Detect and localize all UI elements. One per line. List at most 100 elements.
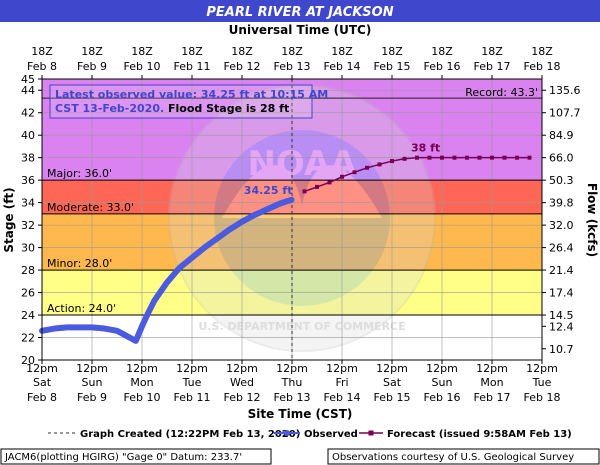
forecast-point <box>302 189 307 194</box>
top-tick-label: 18Z <box>231 45 253 58</box>
stage-tick-label: 34 <box>21 197 35 210</box>
top-tick-date: Feb 12 <box>224 60 261 73</box>
watermark-noaa-text: NOAA <box>247 144 357 184</box>
forecast-point <box>427 155 432 160</box>
bottom-tick-date: Feb 9 <box>77 391 107 404</box>
watermark-circle-text: U.S. DEPARTMENT OF COMMERCE <box>198 320 405 333</box>
top-axis-title: Universal Time (UTC) <box>229 23 372 37</box>
top-tick-date: Feb 17 <box>474 60 511 73</box>
legend-observed-label: Observed <box>304 429 358 440</box>
stage-tick-label: 38 <box>21 152 35 165</box>
flood-band-label-minor: Minor: 28.0' <box>47 257 112 270</box>
stage-tick-label: 40 <box>21 129 35 142</box>
top-tick-date: Feb 15 <box>374 60 411 73</box>
bottom-tick-date: Feb 10 <box>124 391 161 404</box>
bottom-tick-day: Sun <box>432 376 453 389</box>
bottom-tick-time: 12pm <box>476 362 508 375</box>
flow-tick-label: 17.4 <box>549 287 574 300</box>
flood-band-label-major: Major: 36.0' <box>47 167 112 180</box>
legend-forecast-label: Forecast (issued 9:58AM Feb 13) <box>387 429 572 440</box>
top-tick-date: Feb 16 <box>424 60 461 73</box>
bottom-tick-time: 12pm <box>526 362 558 375</box>
bottom-tick-day: Thu <box>281 376 303 389</box>
stage-tick-label: 44 <box>21 84 35 97</box>
stage-tick-label: 36 <box>21 174 35 187</box>
title-bar <box>0 0 600 22</box>
flow-tick-label: 26.4 <box>549 242 574 255</box>
forecast-point <box>377 162 382 167</box>
bottom-tick-day: Tue <box>182 376 202 389</box>
stage-tick-label: 26 <box>21 287 35 300</box>
top-tick-label: 18Z <box>281 45 303 58</box>
bottom-tick-time: 12pm <box>376 362 408 375</box>
bottom-tick-date: Feb 16 <box>424 391 461 404</box>
forecast-point <box>415 155 419 160</box>
bottom-tick-time: 12pm <box>76 362 108 375</box>
top-tick-label: 18Z <box>431 45 453 58</box>
bottom-tick-date: Feb 14 <box>324 391 361 404</box>
top-tick-date: Feb 8 <box>27 60 57 73</box>
bottom-tick-time: 12pm <box>26 362 58 375</box>
bottom-tick-date: Feb 11 <box>174 391 211 404</box>
info-box-date: CST 13-Feb-2020. <box>55 102 164 115</box>
stage-tick-label: 30 <box>21 242 35 255</box>
bottom-tick-day: Fri <box>335 376 348 389</box>
top-tick-label: 18Z <box>481 45 503 58</box>
bottom-tick-date: Feb 13 <box>274 391 311 404</box>
flow-tick-label: 135.6 <box>549 84 581 97</box>
bottom-tick-day: Wed <box>230 376 254 389</box>
top-tick-label: 18Z <box>181 45 203 58</box>
forecast-point <box>465 155 469 160</box>
flow-tick-label: 39.8 <box>549 197 574 210</box>
forecast-point <box>402 156 407 161</box>
noaa-watermark: NOAA U.S. DEPARTMENT OF COMMERCE <box>168 84 436 352</box>
info-box <box>49 84 313 119</box>
flood-band-label-action: Action: 24.0' <box>47 302 116 315</box>
bottom-tick-day: Tue <box>532 376 552 389</box>
top-tick-date: Feb 13 <box>274 60 311 73</box>
footer-right-box <box>327 448 600 465</box>
legend-observed-marker <box>284 430 290 436</box>
legend-created-label: Graph Created (12:22PM Feb 13, 2020) <box>80 429 300 440</box>
flow-tick-label: 12.4 <box>549 320 574 333</box>
bottom-tick-time: 12pm <box>226 362 258 375</box>
flow-tick-label: 32.0 <box>549 219 574 232</box>
forecast-crest-label: 38 ft <box>411 142 440 155</box>
info-box-line2: CST 13-Feb-2020. Flood Stage is 28 ft <box>55 102 289 115</box>
stage-tick-label: 20 <box>21 354 35 367</box>
forecast-point <box>340 174 344 179</box>
bottom-tick-time: 12pm <box>126 362 158 375</box>
flood-band-labels: Action: 24.0' Minor: 28.0' Moderate: 33.0'… <box>42 167 542 316</box>
bottom-tick-day: Mon <box>130 376 153 389</box>
info-box-flood-stage: Flood Stage is 28 ft <box>164 102 289 115</box>
flow-tick-label: 21.4 <box>549 264 574 277</box>
footer-courtesy: Observations courtesy of U.S. Geological… <box>332 452 574 463</box>
flow-tick-label: 66.0 <box>549 152 574 165</box>
observed-value-label: 34.25 ft <box>244 184 293 197</box>
bottom-tick-date: Feb 8 <box>27 391 57 404</box>
flood-band-label-moderate: Moderate: 33.0' <box>47 201 134 214</box>
legend: Graph Created (12:22PM Feb 13, 2020) Obs… <box>48 429 572 440</box>
forecast-point <box>440 155 444 160</box>
top-tick-date: Feb 9 <box>77 60 107 73</box>
top-tick-label: 18Z <box>381 45 403 58</box>
bottom-tick-day: Sun <box>82 376 103 389</box>
top-tick-date: Feb 18 <box>524 60 561 73</box>
stage-tick-label: 45 <box>21 73 35 86</box>
flow-tick-label: 14.5 <box>549 309 574 322</box>
bottom-tick-day: Sat <box>33 376 52 389</box>
info-box-line1: Latest observed value: 34.25 ft at 10:15… <box>55 88 328 101</box>
forecast-point <box>315 184 319 189</box>
watermark-inner-disc <box>214 130 390 306</box>
top-tick-date: Feb 11 <box>174 60 211 73</box>
flow-axis: 10.7 12.414.5 17.4 21.4 26.4 32.0 39.8 50.3 66.0… <box>542 84 581 356</box>
bottom-tick-time: 12pm <box>326 362 358 375</box>
bottom-tick-time: 12pm <box>426 362 458 375</box>
forecast-point <box>490 155 494 160</box>
flow-axis-title: Flow (kcfs) <box>585 183 599 257</box>
top-axis-ticks: 18Z Feb 8 18Z Feb 9 18Z Feb 10 18Z Feb 11 18Z Feb… <box>27 45 560 79</box>
forecast-point <box>352 170 357 175</box>
